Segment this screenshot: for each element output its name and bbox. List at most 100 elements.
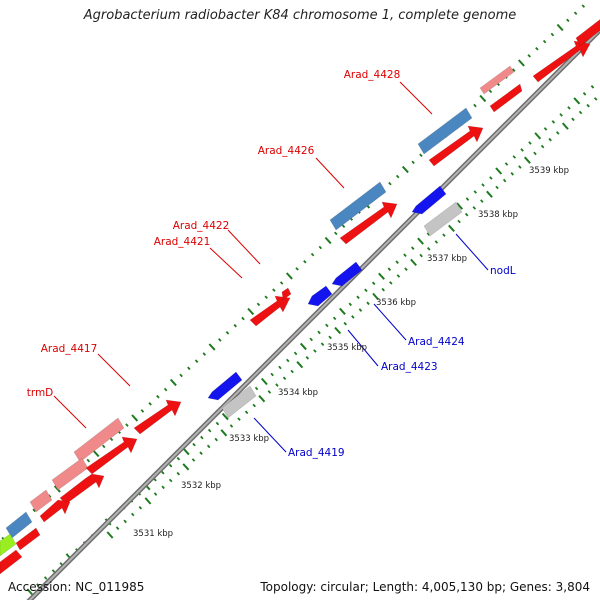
gene-label[interactable]: nodL xyxy=(490,265,516,277)
tick-mark xyxy=(348,302,352,307)
genome-summary-text: Topology: circular; Length: 4,005,130 bp… xyxy=(260,580,590,594)
tick-mark xyxy=(550,32,555,37)
rrna-feature[interactable] xyxy=(417,107,473,155)
tick-mark xyxy=(586,103,590,108)
scale-label: 3539 kbp xyxy=(529,166,569,176)
tick-mark xyxy=(320,342,325,347)
tick-mark xyxy=(486,190,493,198)
gene-label[interactable]: Arad_4417 xyxy=(41,343,98,355)
gene-label[interactable]: trmD xyxy=(27,387,54,399)
tick-mark xyxy=(247,307,255,316)
gene-label[interactable]: Arad_4423 xyxy=(381,361,438,373)
gene-arrow[interactable] xyxy=(281,287,292,301)
gene-label[interactable]: Arad_4419 xyxy=(288,447,345,459)
gene-arrow[interactable] xyxy=(331,261,363,287)
gene-arrow[interactable] xyxy=(0,549,23,575)
tick-mark xyxy=(131,512,135,517)
gene-label[interactable]: Arad_4422 xyxy=(173,220,230,232)
tick-mark xyxy=(387,267,392,271)
tick-mark xyxy=(86,458,91,463)
scale-label: 3535 kbp xyxy=(327,343,367,353)
gene-arrow[interactable] xyxy=(249,295,291,327)
tick-mark xyxy=(520,148,524,152)
tick-mark xyxy=(339,307,346,315)
gene-arrow[interactable] xyxy=(411,185,447,215)
tick-mark xyxy=(109,437,114,442)
gene-arrow[interactable] xyxy=(207,371,243,401)
tick-mark xyxy=(395,174,400,179)
gene-arrow[interactable] xyxy=(15,527,41,551)
gene-arrow[interactable] xyxy=(307,285,333,307)
tick-mark xyxy=(254,386,259,391)
other-feature[interactable] xyxy=(423,201,463,237)
tick-mark xyxy=(244,410,249,415)
tick-mark xyxy=(293,351,298,356)
tick-mark xyxy=(317,330,321,335)
gene-arrow[interactable] xyxy=(489,83,523,113)
tick-mark xyxy=(410,258,417,267)
tick-mark xyxy=(168,463,173,468)
tick-mark xyxy=(229,424,234,428)
tick-mark xyxy=(270,372,274,377)
gene-arrow[interactable] xyxy=(59,473,105,505)
tick-mark xyxy=(403,253,407,257)
tick-mark xyxy=(502,178,507,183)
other-feature[interactable] xyxy=(221,385,257,419)
tick-mark xyxy=(548,137,552,142)
tick-mark xyxy=(153,492,158,496)
tick-mark xyxy=(36,583,40,587)
tick-mark xyxy=(590,85,595,89)
tick-mark xyxy=(551,120,556,124)
tick-mark xyxy=(434,240,439,244)
gene-arrow[interactable] xyxy=(428,125,484,167)
tick-mark xyxy=(206,444,211,449)
tick-mark xyxy=(26,588,34,596)
gene-label[interactable]: Arad_4426 xyxy=(258,145,315,157)
tick-mark xyxy=(401,165,409,174)
gene-arrow[interactable] xyxy=(575,18,600,47)
inner-tick-ring xyxy=(106,97,598,539)
tick-mark xyxy=(559,113,563,117)
tick-mark xyxy=(540,144,545,149)
gene-arrow[interactable] xyxy=(39,499,71,523)
tick-mark xyxy=(220,429,228,437)
gene-arrow[interactable] xyxy=(532,40,591,83)
tick-mark xyxy=(571,117,575,122)
trna-feature[interactable] xyxy=(0,533,17,557)
pseudo-gene[interactable] xyxy=(73,417,125,463)
tick-mark xyxy=(192,442,196,447)
rrna-feature[interactable] xyxy=(5,511,33,539)
tick-mark xyxy=(573,97,581,105)
tick-mark xyxy=(199,451,203,455)
tick-mark xyxy=(442,233,446,237)
gene-arrow[interactable] xyxy=(133,399,182,435)
tick-mark xyxy=(341,224,346,229)
tick-mark xyxy=(309,337,313,342)
tick-mark xyxy=(582,91,587,96)
scale-label: 3534 kbp xyxy=(278,388,318,398)
tick-mark xyxy=(578,110,583,115)
tick-mark xyxy=(260,377,268,386)
tick-mark xyxy=(168,478,173,483)
tick-mark xyxy=(207,428,212,433)
tick-mark xyxy=(328,335,332,340)
pseudo-gene[interactable] xyxy=(51,457,89,491)
tick-mark xyxy=(517,59,525,67)
gene-label[interactable]: Arad_4428 xyxy=(344,69,401,81)
gene-label[interactable]: Arad_4424 xyxy=(408,336,465,348)
gene-arrow[interactable] xyxy=(339,201,398,245)
tick-mark xyxy=(176,456,181,461)
tick-mark xyxy=(527,54,531,58)
rrna-feature[interactable] xyxy=(329,181,387,231)
tick-mark xyxy=(32,508,36,513)
tick-mark xyxy=(191,458,196,462)
tick-mark xyxy=(481,183,485,187)
gene-arrow[interactable] xyxy=(85,436,138,475)
pseudo-gene[interactable] xyxy=(29,489,53,513)
tick-mark xyxy=(358,308,363,312)
gene-arrow[interactable] xyxy=(479,65,515,95)
gene-label[interactable]: Arad_4421 xyxy=(154,236,211,248)
tick-mark xyxy=(512,155,517,159)
